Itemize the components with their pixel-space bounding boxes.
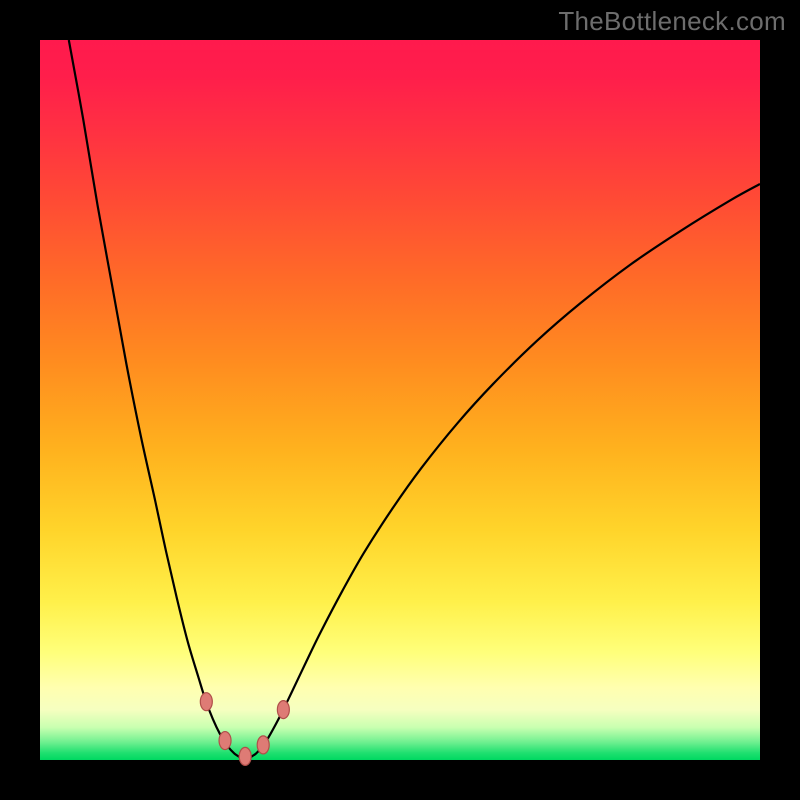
curve-marker xyxy=(239,747,251,765)
curve-marker xyxy=(257,736,269,754)
curve-marker xyxy=(200,693,212,711)
watermark-label: TheBottleneck.com xyxy=(558,6,786,37)
curve-marker xyxy=(219,732,231,750)
bottleneck-chart xyxy=(0,0,800,800)
plot-background xyxy=(40,40,760,760)
curve-marker xyxy=(277,701,289,719)
chart-container: TheBottleneck.com xyxy=(0,0,800,800)
